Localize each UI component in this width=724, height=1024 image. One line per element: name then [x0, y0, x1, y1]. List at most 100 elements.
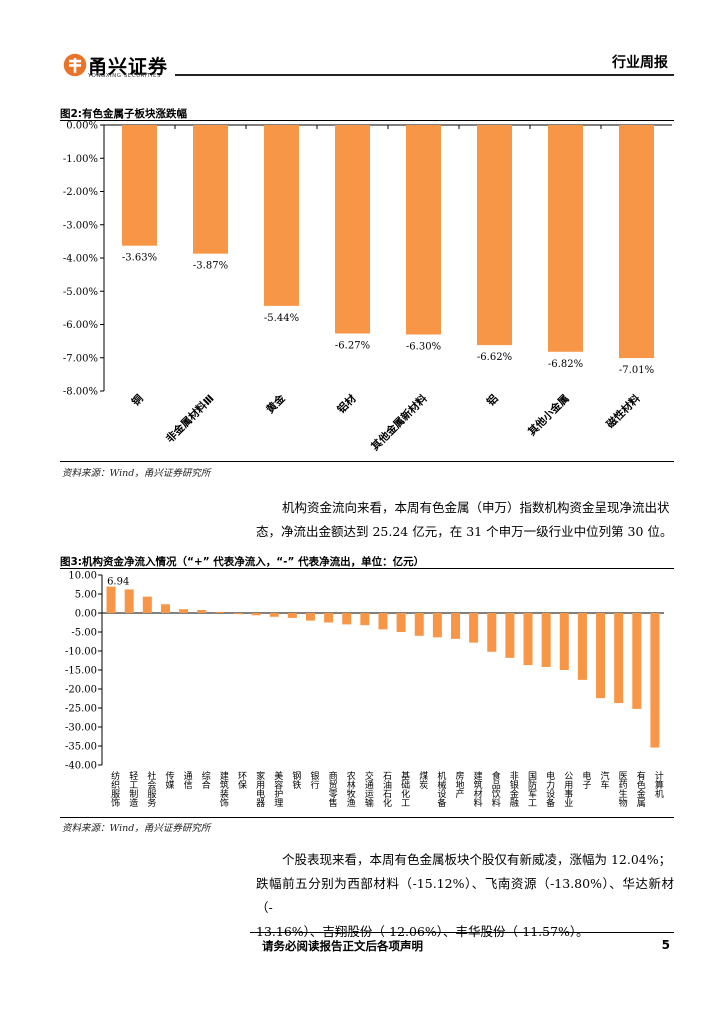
- y-tick-label: -30.00: [65, 723, 97, 734]
- bar: [523, 613, 533, 666]
- bar: [124, 589, 134, 613]
- x-category-label: 商贸零售: [327, 770, 338, 808]
- x-category-label: 铜: [129, 392, 146, 409]
- bar: [106, 586, 116, 613]
- x-category-label: 社会服务: [145, 770, 156, 808]
- report-type: 行业周报: [612, 55, 668, 71]
- x-category-label: 汽车: [599, 770, 610, 790]
- bar: [505, 613, 515, 658]
- y-tick-label: -1.00%: [63, 154, 98, 165]
- bar: [548, 125, 583, 352]
- x-category-label: 电力设备: [544, 770, 555, 807]
- x-category-label: 食品饮料: [490, 770, 501, 808]
- x-category-label: 非银金融: [508, 770, 518, 808]
- bar: [193, 125, 228, 254]
- x-category-label: 钢铁: [290, 770, 301, 790]
- y-tick-label: -20.00: [65, 685, 97, 696]
- y-tick-label: -8.00%: [63, 387, 98, 398]
- subsector-change-chart: 0.00% -1.00% -2.00% -3.00% -4.00% -5.00% -6.00…: [63, 121, 672, 454]
- bar: [469, 613, 479, 643]
- paragraph-stocks-line1: 个股表现来看，本周有色金属板块个股仅有新威凌，涨幅为 12.04%；: [282, 852, 672, 867]
- bar: [577, 613, 587, 680]
- x-category-label: 综合: [200, 770, 211, 790]
- data-label: -5.44%: [264, 313, 299, 324]
- bar: [251, 613, 261, 616]
- y-tick-label: -15.00: [65, 666, 97, 677]
- y-tick-label: -5.00%: [63, 287, 98, 298]
- data-label: -6.82%: [548, 359, 583, 370]
- bar: [305, 613, 315, 621]
- x-category-label: 基础化工: [399, 770, 410, 807]
- x-category-label: 通信: [182, 771, 193, 790]
- y-tick-label: 5.00: [75, 590, 97, 601]
- bar: [360, 613, 370, 626]
- bar: [632, 613, 642, 709]
- page-number: 5: [661, 938, 670, 952]
- bar: [269, 613, 279, 617]
- y-tick-label: -35.00: [65, 742, 97, 753]
- figure2-source: 资料来源：Wind，甬兴证券研究所: [62, 468, 211, 479]
- company-logo-icon: [63, 53, 87, 77]
- data-label: -7.01%: [619, 365, 654, 376]
- figure3-title: 图3:机构资金净流入情况（“+” 代表净流入，“-” 代表净流出，单位：亿元）: [60, 556, 425, 568]
- x-category-label: 建筑装饰: [218, 770, 229, 808]
- figure2-top-rule: [60, 120, 674, 121]
- y-tick-label: -10.00: [65, 647, 97, 658]
- x-category-label: 非金属材料Ⅲ: [163, 392, 216, 445]
- data-label: -6.30%: [406, 341, 441, 352]
- bar: [342, 613, 352, 625]
- x-category-label: 机械设备: [435, 770, 446, 807]
- bar: [619, 125, 654, 359]
- bar: [264, 125, 299, 306]
- bar: [324, 613, 334, 623]
- bar: [179, 609, 189, 613]
- y-tick-label: 0.00%: [66, 121, 98, 132]
- bar: [487, 613, 497, 652]
- y-tick-label: -2.00%: [63, 187, 98, 198]
- y-tick-label: 0.00: [75, 609, 97, 620]
- x-category-label: 有色金属: [635, 770, 646, 808]
- x-category-label: 国防军工: [526, 771, 537, 807]
- x-category-label: 农林牧渔: [345, 770, 356, 807]
- paragraph-fund-flow-line2: 态，净流出金额达到 25.24 亿元，在 31 个申万一级行业中位列第 30 位…: [256, 524, 673, 539]
- x-category-label: 其他金属新材料: [368, 392, 430, 454]
- bar: [451, 613, 461, 639]
- bar: [160, 604, 170, 613]
- bar: [406, 125, 441, 335]
- y-tick-label: -40.00: [65, 761, 97, 772]
- figure3-source: 资料来源：Wind，甬兴证券研究所: [62, 823, 211, 834]
- y-tick-label: 10.00: [68, 571, 97, 582]
- paragraph-stocks-line3: 13.16%）、吉翔股份（-12.06%）、丰华股份（-11.57%）。: [256, 924, 589, 939]
- x-category-label: 铝材: [335, 392, 359, 416]
- bar: [650, 613, 660, 748]
- company-name: 甬兴证券: [88, 56, 169, 78]
- bar: [142, 596, 152, 613]
- y-tick-label: -5.00: [71, 628, 97, 639]
- bar: [335, 125, 370, 334]
- figure2-bottom-rule: [60, 461, 674, 462]
- footer-disclaimer: 请务必阅读报告正文后各项声明: [262, 939, 423, 953]
- y-tick-label: -3.00%: [63, 220, 98, 231]
- x-category-label: 磁性材料: [604, 392, 643, 431]
- bar: [477, 125, 512, 346]
- bar: [378, 613, 388, 630]
- fund-flow-chart: 10.00 5.00 0.00 -5.00 -10.00 -15.00 -20.00 -25.…: [65, 571, 664, 808]
- data-label: -3.87%: [193, 261, 228, 272]
- y-tick-label: -25.00: [65, 704, 97, 715]
- x-category-label: 环保: [236, 771, 247, 790]
- bar: [233, 613, 243, 615]
- bar: [541, 613, 551, 667]
- bar: [432, 613, 442, 638]
- bar: [287, 613, 297, 618]
- bar: [559, 613, 569, 670]
- x-category-label: 铝: [484, 392, 501, 409]
- data-label: -3.63%: [122, 253, 157, 264]
- bar: [215, 611, 225, 613]
- paragraph-stocks: 个股表现来看，本周有色金属板块个股仅有新威凌，涨幅为 12.04%； 跌幅前五分…: [60, 848, 674, 944]
- paragraph-fund-flow-line1: 机构资金流向来看，本周有色金属（申万）指数机构资金呈现净流出状: [282, 500, 670, 515]
- data-label: 6.94: [107, 577, 129, 588]
- footer-divider: [250, 932, 674, 933]
- figure2-title: 图2:有色金属子板块涨跌幅: [60, 108, 188, 120]
- data-label: -6.27%: [335, 340, 370, 351]
- x-category-label: 公用事业: [562, 771, 573, 807]
